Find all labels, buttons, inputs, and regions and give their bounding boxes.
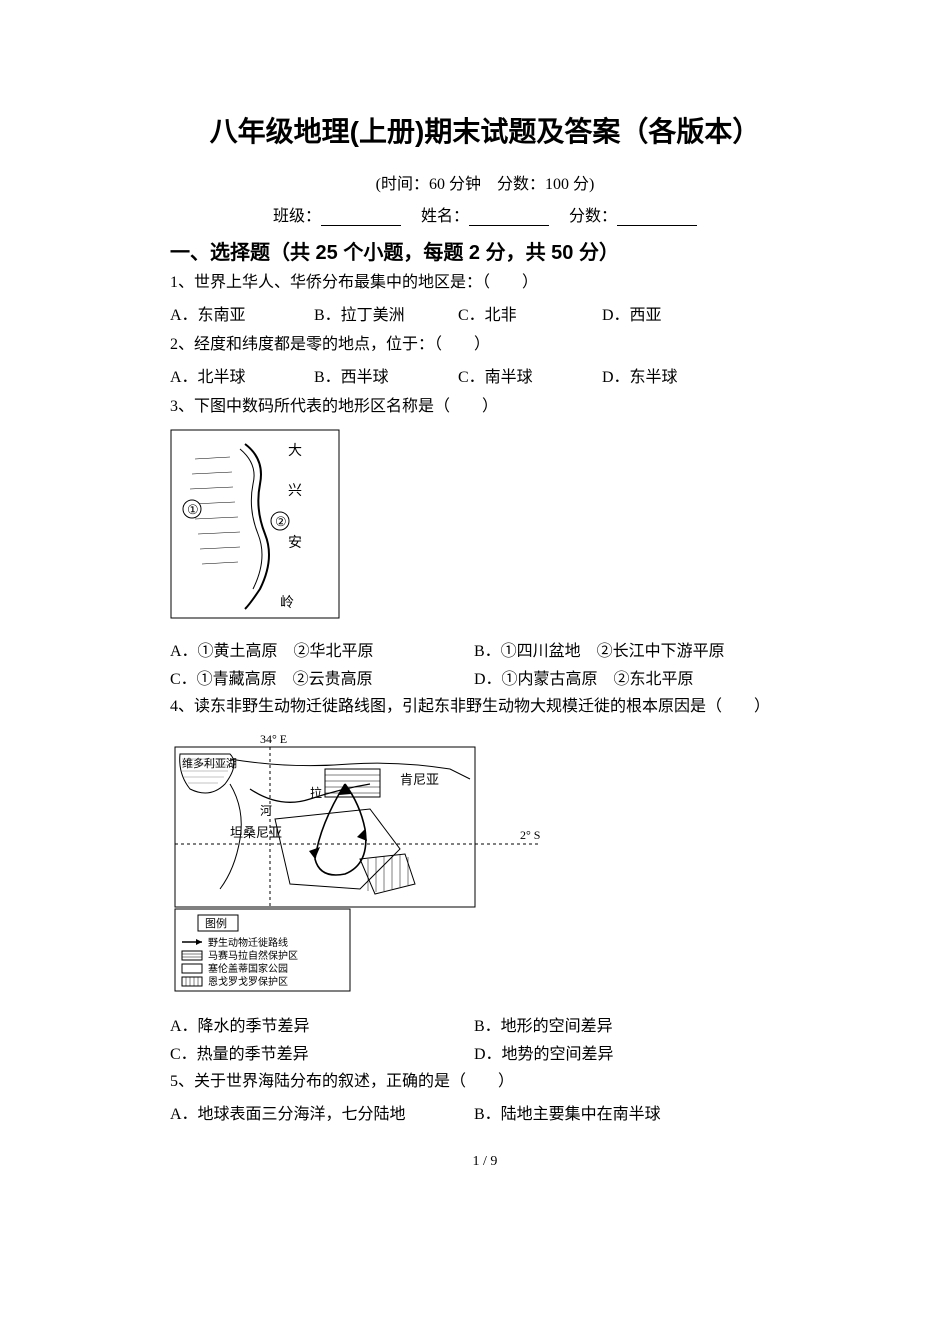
q4-label-kenya: 肯尼亚 — [400, 772, 439, 787]
q3-map-svg: 大 兴 安 岭 ① ② — [170, 429, 340, 619]
q2-options: A．北半球 B．西半球 C．南半球 D．东半球 — [170, 363, 800, 387]
q2-opt-d: D．东半球 — [602, 363, 742, 387]
q4-options-row2: C．热量的季节差异 D．地势的空间差异 — [170, 1040, 800, 1064]
q4-opt-a: A．降水的季节差异 — [170, 1012, 470, 1036]
student-info-line: 班级： 姓名： 分数： — [170, 202, 800, 226]
q4-opt-d: D．地势的空间差异 — [474, 1040, 774, 1064]
q4-leg2: 马赛马拉自然保护区 — [208, 949, 298, 962]
q3-label-bot: 岭 — [280, 595, 294, 611]
q4-label-lon: 34° E — [260, 732, 287, 746]
q5-opt-a: A．地球表面三分海洋，七分陆地 — [170, 1100, 470, 1124]
page-title: 八年级地理(上册)期末试题及答案（各版本） — [170, 110, 800, 150]
q1-opt-b: B．拉丁美洲 — [314, 301, 454, 325]
q4-label-river: 河 — [260, 804, 272, 818]
q1-options: A．东南亚 B．拉丁美洲 C．北非 D．西亚 — [170, 301, 800, 325]
q3-figure: 大 兴 安 岭 ① ② — [170, 429, 800, 619]
q3-options-row2: C．①青藏高原 ②云贵高原 D．①内蒙古高原 ②东北平原 — [170, 665, 800, 689]
q4-leg1: 野生动物迁徙路线 — [208, 936, 288, 949]
section-1-heading: 一、选择题（共 25 个小题，每题 2 分，共 50 分） — [170, 236, 800, 265]
q3-stem: 3、下图中数码所代表的地形区名称是（ ） — [170, 395, 800, 419]
q3-label-mid1: 兴 — [288, 483, 302, 499]
score-label: 分数： — [569, 208, 617, 225]
exam-meta: (时间：60 分钟 分数：100 分) — [170, 170, 800, 194]
q4-label-lat: 2° S — [520, 828, 540, 842]
q3-opt-b: B．①四川盆地 ②长江中下游平原 — [474, 637, 774, 661]
q4-label-tanzania: 坦桑尼亚 — [230, 825, 282, 840]
q3-label-top: 大 — [288, 443, 302, 459]
q4-label-lake: 维多利亚湖 — [182, 756, 237, 770]
score-blank[interactable] — [617, 209, 697, 226]
q4-map-svg: 34° E 2° S 维多利亚湖 河 拉 — [170, 729, 550, 994]
q3-opt-c: C．①青藏高原 ②云贵高原 — [170, 665, 470, 689]
page-footer: 1 / 9 — [170, 1154, 800, 1170]
q5-opt-b: B．陆地主要集中在南半球 — [474, 1100, 774, 1124]
q3-opt-a: A．①黄土高原 ②华北平原 — [170, 637, 470, 661]
exam-page: 八年级地理(上册)期末试题及答案（各版本） (时间：60 分钟 分数：100 分… — [0, 0, 950, 1210]
q4-leg3: 塞伦盖蒂国家公园 — [208, 962, 288, 975]
q2-opt-c: C．南半球 — [458, 363, 598, 387]
q2-stem: 2、经度和纬度都是零的地点，位于：（ ） — [170, 333, 800, 357]
name-label: 姓名： — [421, 208, 469, 225]
q2-opt-b: B．西半球 — [314, 363, 454, 387]
q1-opt-a: A．东南亚 — [170, 301, 310, 325]
q5-options-row1: A．地球表面三分海洋，七分陆地 B．陆地主要集中在南半球 — [170, 1100, 800, 1124]
q3-num1: ① — [187, 502, 199, 517]
q4-figure: 34° E 2° S 维多利亚湖 河 拉 — [170, 729, 800, 994]
q4-leg4: 恩戈罗戈罗保护区 — [208, 975, 288, 988]
q4-label-mara: 拉 — [310, 785, 322, 800]
q3-label-mid2: 安 — [288, 535, 302, 551]
q4-options-row1: A．降水的季节差异 B．地形的空间差异 — [170, 1012, 800, 1036]
q2-opt-a: A．北半球 — [170, 363, 310, 387]
q1-opt-d: D．西亚 — [602, 301, 742, 325]
class-blank[interactable] — [321, 209, 401, 226]
q3-num2: ② — [275, 514, 287, 529]
q4-legend-title: 图例 — [205, 916, 227, 930]
q4-opt-b: B．地形的空间差异 — [474, 1012, 774, 1036]
class-label: 班级： — [273, 208, 321, 225]
q1-stem: 1、世界上华人、华侨分布最集中的地区是：（ ） — [170, 271, 800, 295]
q3-opt-d: D．①内蒙古高原 ②东北平原 — [474, 665, 774, 689]
q1-opt-c: C．北非 — [458, 301, 598, 325]
q4-opt-c: C．热量的季节差异 — [170, 1040, 470, 1064]
q5-stem: 5、关于世界海陆分布的叙述，正确的是（ ） — [170, 1070, 800, 1094]
q4-stem: 4、读东非野生动物迁徙路线图，引起东非野生动物大规模迁徙的根本原因是（ ） — [170, 695, 800, 719]
name-blank[interactable] — [469, 209, 549, 226]
q3-options-row1: A．①黄土高原 ②华北平原 B．①四川盆地 ②长江中下游平原 — [170, 637, 800, 661]
